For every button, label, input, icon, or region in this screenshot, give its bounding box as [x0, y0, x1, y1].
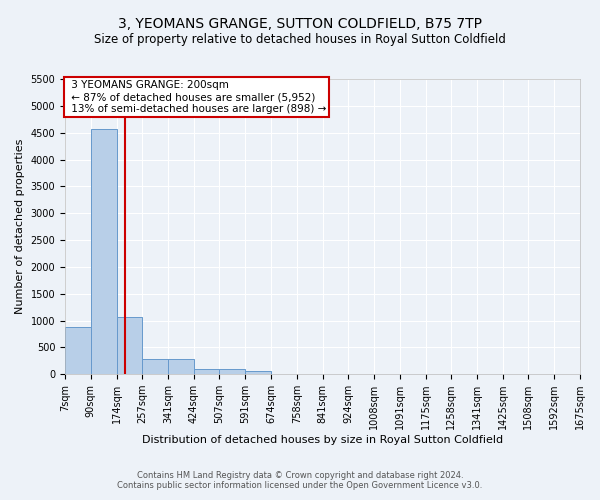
Bar [194, 370, 220, 374]
Bar [142, 358, 168, 374]
Bar [220, 370, 245, 374]
Bar [168, 358, 194, 374]
Bar [116, 318, 142, 374]
Text: Contains HM Land Registry data © Crown copyright and database right 2024.: Contains HM Land Registry data © Crown c… [137, 471, 463, 480]
Y-axis label: Number of detached properties: Number of detached properties [15, 139, 25, 314]
Text: Size of property relative to detached houses in Royal Sutton Coldfield: Size of property relative to detached ho… [94, 32, 506, 46]
Text: 3 YEOMANS GRANGE: 200sqm
 ← 87% of detached houses are smaller (5,952)
 13% of s: 3 YEOMANS GRANGE: 200sqm ← 87% of detach… [68, 80, 326, 114]
Bar [91, 130, 116, 374]
Text: 3, YEOMANS GRANGE, SUTTON COLDFIELD, B75 7TP: 3, YEOMANS GRANGE, SUTTON COLDFIELD, B75… [118, 18, 482, 32]
Bar [245, 372, 271, 374]
X-axis label: Distribution of detached houses by size in Royal Sutton Coldfield: Distribution of detached houses by size … [142, 435, 503, 445]
Text: Contains public sector information licensed under the Open Government Licence v3: Contains public sector information licen… [118, 481, 482, 490]
Bar [65, 327, 91, 374]
